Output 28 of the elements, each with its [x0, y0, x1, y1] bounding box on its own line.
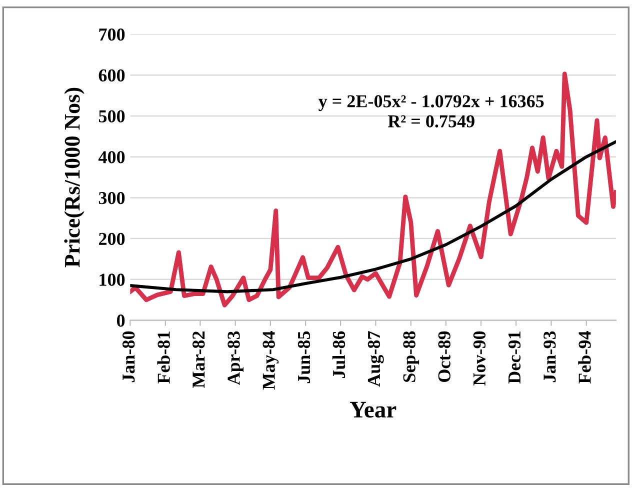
x-tick-label: Jun-85	[298, 331, 310, 384]
x-tick-label: Nov-90	[473, 331, 486, 386]
y-tick-label: 200	[98, 232, 125, 246]
y-tick-label: 100	[100, 274, 125, 286]
x-tick-label: May-84	[262, 331, 279, 390]
x-tick-label: Aug-87	[368, 331, 384, 387]
x-tick-label: Dec-91	[508, 332, 521, 384]
x-tick-label: Oct-89	[438, 331, 450, 382]
annotation: y = 2E-05x² - 1.0792x + 16365	[318, 95, 544, 112]
line-series	[130, 140, 616, 294]
x-tick-label: Sep-88	[403, 331, 420, 382]
y-tick-label: 400	[98, 151, 125, 164]
x-tick-label: Feb-81	[157, 332, 170, 384]
y-tick-label: 500	[98, 110, 125, 122]
line-series	[130, 72, 616, 308]
y-axis-title: Price(Rs/1000 Nos)	[64, 88, 84, 268]
x-tick-label: Mar-82	[192, 331, 205, 388]
x-tick-label: Apr-83	[228, 331, 244, 386]
y-tick-label: 0	[116, 314, 125, 327]
y-tick-label: 300	[98, 192, 125, 204]
x-tick-label: Feb-94	[578, 331, 591, 384]
x-tick-label: Jan-80	[122, 331, 135, 382]
annotation: R² = 0.7549	[388, 115, 474, 128]
x-axis-title: Year	[350, 402, 396, 418]
x-tick-label: Jul-86	[332, 331, 346, 378]
x-tick-label: Jan-93	[544, 331, 556, 382]
y-tick-label: 700	[99, 28, 125, 41]
y-tick-label: 600	[98, 69, 125, 82]
